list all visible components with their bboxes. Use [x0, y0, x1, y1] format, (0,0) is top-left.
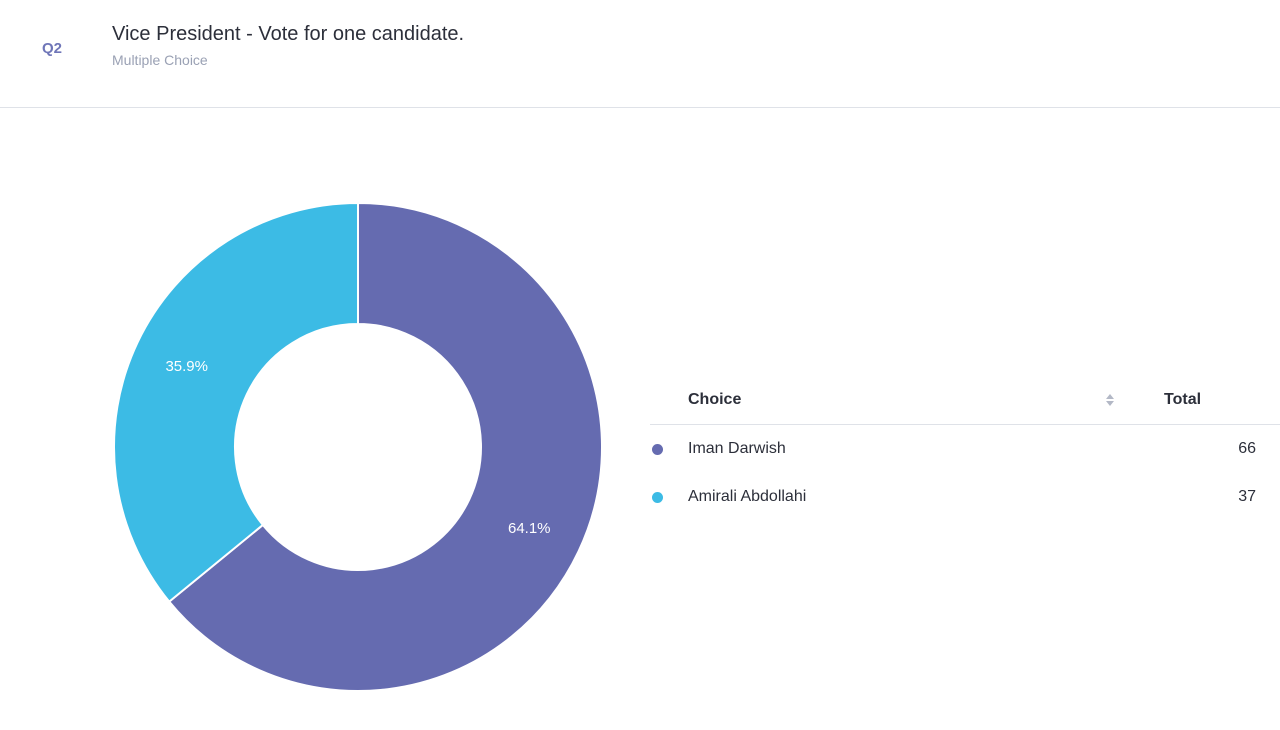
- sort-icon[interactable]: [1104, 392, 1116, 408]
- question-title: Vice President - Vote for one candidate.: [112, 23, 465, 45]
- donut-slice-iman-darwish[interactable]: [167, 201, 603, 692]
- choice-total: 66: [1238, 440, 1256, 457]
- table-row: Iman Darwish 66: [650, 425, 1280, 473]
- legend-dot-iman-darwish: [652, 444, 663, 455]
- question-number: Q2: [42, 40, 63, 57]
- donut-slice-amirali-abdollahi[interactable]: [113, 201, 359, 604]
- slice-percent-label: 35.9%: [165, 358, 208, 375]
- question-type: Multiple Choice: [112, 52, 208, 68]
- choice-label: Iman Darwish: [688, 440, 786, 457]
- choice-label: Amirali Abdollahi: [688, 488, 807, 505]
- results-table: Choice Total Iman Darwish 66 Amirali Abd…: [650, 376, 1280, 521]
- table-row: Amirali Abdollahi 37: [650, 473, 1280, 521]
- table-header: Choice Total: [650, 376, 1280, 425]
- slice-percent-label: 64.1%: [508, 520, 551, 537]
- question-header: Q2 Vice President - Vote for one candida…: [0, 0, 1280, 108]
- legend-dot-amirali-abdollahi: [652, 492, 663, 503]
- donut-chart: 64.1% 35.9%: [0, 108, 640, 725]
- column-header-total: Total: [1164, 391, 1202, 408]
- choice-total: 37: [1238, 488, 1256, 505]
- donut-chart-svg: 64.1% 35.9%: [113, 201, 603, 692]
- column-header-choice: Choice: [688, 391, 742, 408]
